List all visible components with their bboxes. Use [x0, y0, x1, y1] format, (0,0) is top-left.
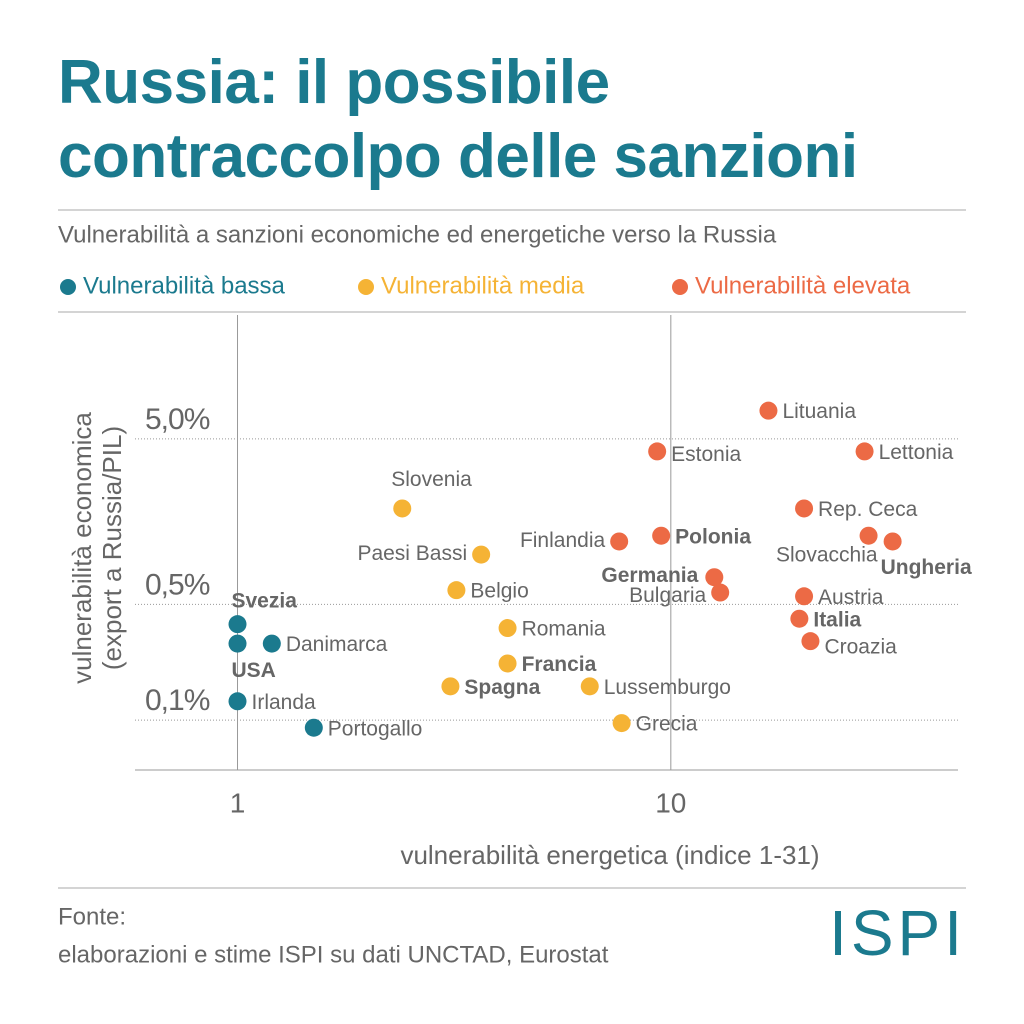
point-label: Ungheria [881, 556, 972, 579]
point-label: Finlandia [520, 529, 606, 552]
point-label: Italia [813, 608, 861, 631]
point-label: Lettonia [879, 441, 954, 464]
point [855, 442, 874, 461]
logo: ISPI [829, 897, 966, 969]
point [859, 526, 878, 545]
point-label: Spagna [464, 676, 540, 699]
point-label: Bulgaria [629, 584, 706, 607]
subtitle: Vulnerabilità a sanzioni economiche ed e… [58, 221, 777, 248]
point-label: Austria [818, 586, 884, 609]
point [801, 632, 820, 651]
point-label: Belgio [470, 580, 528, 603]
point-label: Irlanda [252, 691, 317, 714]
point [612, 714, 631, 733]
point-label: USA [232, 659, 276, 682]
point [711, 583, 730, 602]
y-tick-label: 0,5% [145, 568, 210, 601]
point-label: Slovacchia [776, 543, 878, 566]
point [610, 532, 629, 551]
point [883, 532, 902, 551]
point [304, 718, 323, 737]
legend-label: Vulnerabilità media [381, 272, 585, 299]
point-label: Lituania [782, 400, 856, 423]
point [580, 677, 599, 696]
point [795, 499, 814, 518]
x-axis-label: vulnerabilità energetica (indice 1-31) [400, 840, 819, 870]
title: Russia: il possibile contraccolpo delle … [58, 48, 858, 191]
point [228, 615, 247, 634]
x-tick-label: 10 [655, 787, 686, 818]
point [447, 581, 466, 600]
point-label: Croazia [824, 636, 897, 659]
point [393, 499, 412, 518]
y-axis-label: vulnerabilità economica [67, 412, 97, 684]
point-label: Estonia [671, 443, 741, 466]
point [648, 442, 667, 461]
point [795, 587, 814, 606]
legend-marker [672, 279, 688, 295]
point-label: Grecia [636, 713, 698, 736]
point [228, 634, 247, 653]
point-label: Portogallo [328, 717, 423, 740]
source-label: Fonte: [58, 903, 126, 930]
y-tick-label: 5,0% [145, 403, 210, 436]
point-label: Polonia [675, 525, 751, 548]
point [652, 526, 671, 545]
point-label: Francia [522, 653, 597, 676]
point-label: Romania [522, 618, 606, 641]
y-tick-label: 0,1% [145, 684, 210, 717]
legend-label: Vulnerabilità bassa [83, 272, 286, 299]
point-label: Germania [601, 564, 698, 587]
point-label: Danimarca [286, 633, 388, 656]
point-label: Paesi Bassi [357, 542, 467, 565]
y-axis-label: (export a Russia/PIL) [97, 426, 127, 670]
x-tick-label: 1 [230, 787, 246, 818]
legend-label: Vulnerabilità elevata [695, 272, 911, 299]
legend-marker [358, 279, 374, 295]
point [498, 619, 517, 638]
point-label: Svezia [232, 590, 298, 613]
point [790, 609, 809, 628]
point-label: Slovenia [391, 468, 472, 491]
source-text: elaborazioni e stime ISPI su dati UNCTAD… [58, 941, 609, 968]
point [441, 677, 460, 696]
point-label: Lussemburgo [604, 676, 731, 699]
point [705, 568, 724, 587]
point [759, 401, 778, 420]
point-label: Rep. Ceca [818, 498, 918, 521]
point [262, 634, 281, 653]
legend-marker [60, 279, 76, 295]
point [498, 654, 517, 673]
point [228, 692, 247, 711]
point [472, 545, 491, 564]
